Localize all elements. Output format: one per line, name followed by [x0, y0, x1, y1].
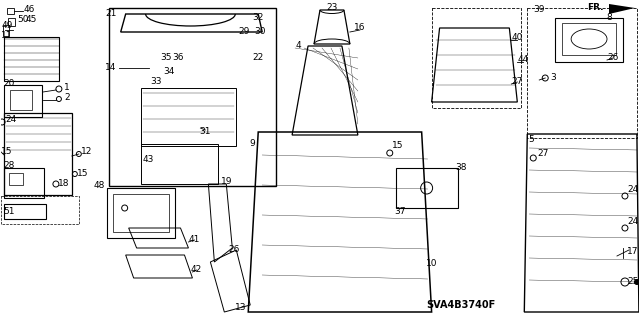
Text: 12: 12 [81, 147, 93, 157]
Text: 5: 5 [529, 136, 534, 145]
Text: 3: 3 [550, 73, 556, 83]
Text: 50: 50 [17, 14, 29, 24]
Bar [4, 204, 46, 219]
Text: 26: 26 [228, 246, 240, 255]
Text: 1: 1 [64, 83, 70, 92]
Text: 46: 46 [23, 4, 35, 13]
Bar [555, 18, 623, 62]
Text: 24: 24 [6, 115, 17, 124]
Text: 19: 19 [221, 177, 232, 187]
Text: 15: 15 [392, 142, 403, 151]
Bar [9, 173, 23, 185]
Text: SVA4B3740F: SVA4B3740F [426, 300, 495, 310]
Bar [113, 194, 168, 232]
Text: FR.: FR. [587, 4, 604, 12]
Text: 45: 45 [26, 14, 36, 24]
Text: 29: 29 [239, 27, 250, 36]
Text: 16: 16 [354, 24, 365, 33]
Text: 28: 28 [3, 161, 15, 170]
Text: 20: 20 [3, 78, 15, 87]
Text: 40: 40 [511, 33, 523, 42]
Bar [141, 144, 218, 184]
Bar [562, 23, 616, 55]
Text: 35: 35 [160, 54, 172, 63]
Text: 24: 24 [627, 218, 639, 226]
Bar [4, 168, 44, 198]
Text: 23: 23 [326, 3, 338, 11]
Text: 31: 31 [200, 128, 211, 137]
Text: 48: 48 [93, 182, 105, 190]
Text: 14: 14 [105, 63, 116, 72]
Text: 9: 9 [250, 139, 255, 149]
Text: 17: 17 [627, 248, 639, 256]
Text: 24: 24 [627, 186, 639, 195]
Circle shape [634, 279, 639, 285]
Text: 26: 26 [607, 54, 619, 63]
Text: 33: 33 [150, 78, 161, 86]
Text: 36: 36 [173, 54, 184, 63]
Bar [396, 168, 458, 208]
Text: 11: 11 [1, 31, 13, 40]
Bar [109, 8, 276, 186]
Text: 51: 51 [3, 207, 15, 217]
Text: 10: 10 [426, 259, 437, 269]
Text: 42: 42 [191, 265, 202, 275]
Text: 27: 27 [511, 78, 523, 86]
Text: 30: 30 [255, 27, 266, 36]
Bar [141, 88, 236, 146]
Bar [4, 37, 59, 81]
Text: 21: 21 [105, 10, 116, 19]
Polygon shape [609, 4, 635, 14]
Text: 38: 38 [456, 164, 467, 173]
Text: 25: 25 [627, 278, 639, 286]
Text: 43: 43 [143, 155, 154, 165]
Text: 2: 2 [64, 93, 70, 102]
Bar [4, 113, 72, 195]
Text: 37: 37 [394, 207, 406, 217]
Text: 39: 39 [534, 5, 545, 14]
Text: 4: 4 [295, 41, 301, 50]
Text: 41: 41 [189, 235, 200, 244]
Text: 49: 49 [1, 21, 12, 31]
Text: 27: 27 [538, 150, 549, 159]
Text: 8: 8 [606, 13, 612, 23]
Text: 15: 15 [1, 147, 13, 157]
Text: 32: 32 [253, 13, 264, 23]
Text: 22: 22 [253, 54, 264, 63]
Text: 34: 34 [163, 68, 174, 77]
Bar [4, 85, 42, 117]
Text: 13: 13 [234, 303, 246, 313]
Text: 18: 18 [58, 179, 70, 188]
Bar [10, 90, 32, 110]
Bar [107, 188, 175, 238]
Text: 15: 15 [77, 168, 88, 177]
Text: 44: 44 [518, 56, 529, 64]
